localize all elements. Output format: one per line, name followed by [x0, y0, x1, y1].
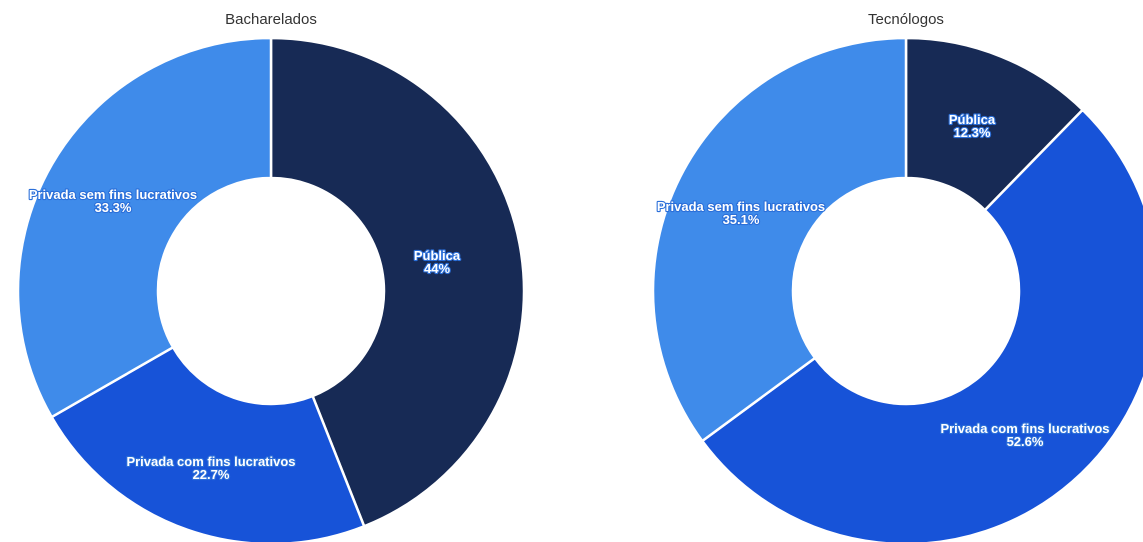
slice-label-value: 33.3%: [95, 200, 132, 215]
slice-label-value: 52.6%: [1007, 434, 1044, 449]
labels-bacharelados: Pública 44% Privada com fins lucrativos 22.…: [28, 186, 462, 483]
slice-label-value: 12.3%: [954, 125, 991, 140]
slice-publica-bacharelados[interactable]: [269, 36, 526, 528]
slice-label-publica-tecnologos: Pública 12.3%: [949, 112, 996, 140]
slices-tecnologos: [651, 36, 1143, 542]
slice-label-privada-com-fins-lucrativos-tecnologos: Privada com fins lucrativos 52.6%: [940, 421, 1109, 449]
chart-bacharelados: Bacharelados Pública 44% Privada com fins …: [16, 11, 526, 542]
labels-tecnologos: Pública 12.3% Privada com fins lucrativos 5…: [656, 111, 1111, 450]
slices-bacharelados: [16, 36, 526, 542]
slice-label-value: 35.1%: [723, 212, 760, 227]
chart-title-tecnologos: Tecnólogos: [868, 11, 944, 28]
slice-label-name: Privada sem fins lucrativos: [29, 187, 197, 202]
slice-privada-com-fins-lucrativos-tecnologos[interactable]: [701, 108, 1143, 542]
slice-label-publica-bacharelados: Pública 44%: [414, 248, 461, 276]
slice-label-name: Privada com fins lucrativos: [940, 421, 1109, 436]
slice-label-name: Privada sem fins lucrativos: [657, 199, 825, 214]
slice-label-privada-sem-fins-lucrativos-tecnologos: Privada sem fins lucrativos 35.1%: [657, 199, 825, 227]
slice-label-privada-com-fins-lucrativos-bacharelados: Privada com fins lucrativos 22.7%: [126, 454, 295, 482]
slice-label-name: Privada com fins lucrativos: [126, 454, 295, 469]
slice-label-value: 44%: [424, 261, 450, 276]
chart-tecnologos: Tecnólogos Pública 12.3% Privada com fins …: [651, 11, 1143, 542]
slice-privada-sem-fins-lucrativos-bacharelados[interactable]: [16, 36, 273, 419]
slice-label-value: 22.7%: [193, 467, 230, 482]
slice-publica-tecnologos[interactable]: [904, 36, 1084, 212]
slice-privada-sem-fins-lucrativos-tecnologos[interactable]: [651, 36, 908, 443]
chart-title-bacharelados: Bacharelados: [225, 11, 317, 28]
slice-label-name: Pública: [949, 112, 996, 127]
slice-label-name: Pública: [414, 248, 461, 263]
slice-label-privada-sem-fins-lucrativos-bacharelados: Privada sem fins lucrativos 33.3%: [29, 187, 197, 215]
slice-privada-com-fins-lucrativos-bacharelados[interactable]: [50, 346, 366, 542]
